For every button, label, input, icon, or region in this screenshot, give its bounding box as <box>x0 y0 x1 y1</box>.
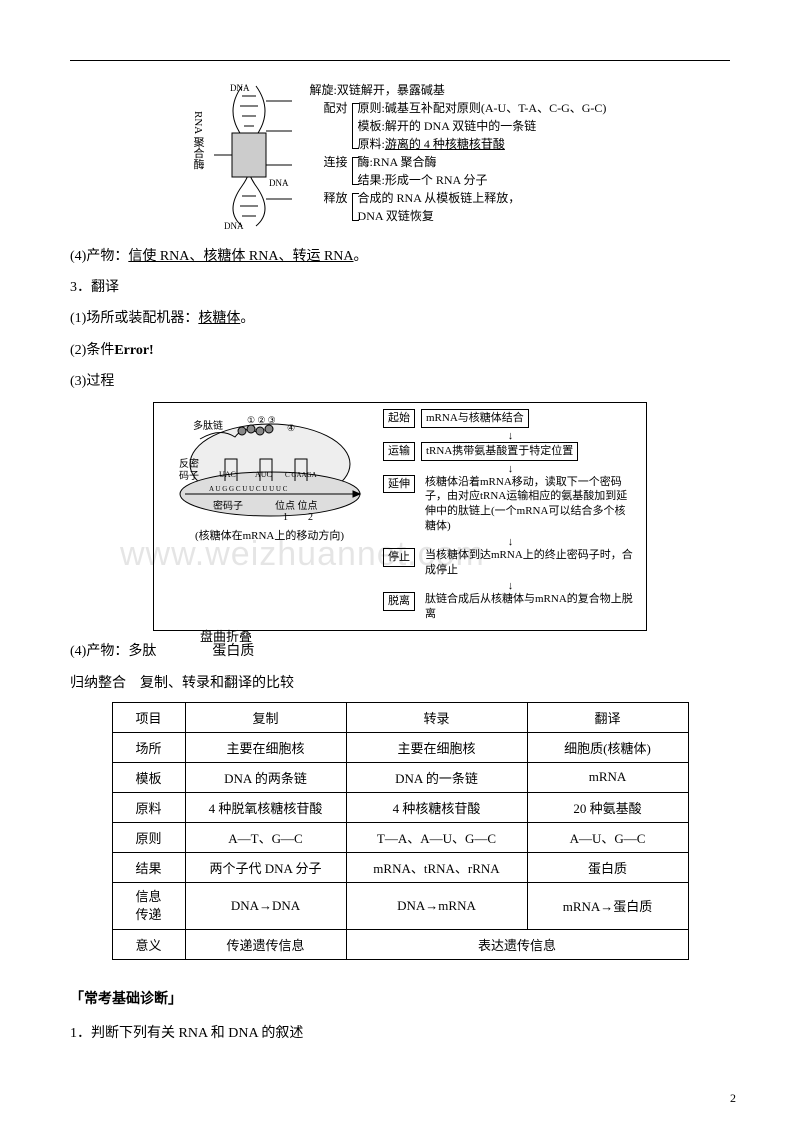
comparison-table: 项目 复制 转录 翻译 场所 主要在细胞核 主要在细胞核 细胞质(核糖体) 模板… <box>112 702 689 960</box>
translation-diagram: 多肽链 ① ② ③ ④ 反密 码子 UAC AUC C GAAGA A U G … <box>70 402 730 631</box>
arrow-down-icon: ↓ <box>383 537 638 548</box>
dna-row-pair: 配对 原则:碱基互补配对原则(A-U、T-A、C-G、G-C) 模板:解开的 D… <box>310 99 607 153</box>
arrow-down-icon: ↓ <box>383 581 638 592</box>
dna-label-bot: DNA <box>224 221 244 231</box>
table-row: 意义 传递遗传信息 表达遗传信息 <box>112 930 688 960</box>
dna-label-top: DNA <box>230 83 250 93</box>
anticodon-label: 反密 <box>179 457 199 470</box>
arrow-down-icon: ↓ <box>383 464 638 475</box>
seq-bottom: A U G G C U U C U U U C <box>209 485 288 493</box>
codon-label: 密码子 <box>213 499 243 512</box>
dna-illustration: RNA 聚合酶 DNA DNA <box>194 81 304 236</box>
table-row: 模板 DNA 的两条链 DNA 的一条链 mRNA <box>112 762 688 792</box>
body-text-2: 盘曲折叠 (4)产物：多肽 蛋白质 归纳整合 复制、转录和翻译的比较 <box>70 639 730 695</box>
table-row: 原料 4 种脱氧核糖核苷酸 4 种核糖核苷酸 20 种氨基酸 <box>112 792 688 822</box>
table-header: 复制 <box>185 702 346 732</box>
dna-row-release: 释放 合成的 RNA 从模板链上释放， DNA 双链恢复 <box>310 189 607 225</box>
table-header: 项目 <box>112 702 185 732</box>
ribosome-direction-note: (核糖体在mRNA上的移动方向) <box>195 529 344 544</box>
line: (3)过程 <box>70 369 730 394</box>
svg-text:1 2: 1 2 <box>283 512 313 523</box>
svg-text:C GAAGA: C GAAGA <box>285 471 317 479</box>
fold-label: 盘曲折叠 <box>200 625 252 648</box>
dna-row-link: 连接 酶:RNA 聚合酶 结果:形成一个 RNA 分子 <box>310 153 607 189</box>
table-header: 翻译 <box>527 702 688 732</box>
num-label-4: ④ <box>287 423 295 433</box>
table-row: 场所 主要在细胞核 主要在细胞核 细胞质(核糖体) <box>112 732 688 762</box>
ribosome-illustration: 多肽链 ① ② ③ ④ 反密 码子 UAC AUC C GAAGA A U G … <box>162 409 377 624</box>
line: (4)产物：信使 RNA、核糖体 RNA、转运 RNA。 <box>70 244 730 269</box>
num-labels: ① ② ③ <box>247 415 276 425</box>
svg-text:码子: 码子 <box>179 470 199 482</box>
dna-anno-text: 双链解开，暴露碱基 <box>337 81 445 99</box>
top-rule <box>70 60 730 61</box>
page: RNA 聚合酶 DNA DNA <box>0 0 800 1132</box>
dna-anno-text: 解旋: <box>310 81 337 99</box>
translation-steps: 起始 mRNA与核糖体结合 ↓ 运输 tRNA携带氨基酸置于特定位置 ↓ 延伸 … <box>377 409 638 624</box>
body-text: (4)产物：信使 RNA、核糖体 RNA、转运 RNA。 3．翻译 (1)场所或… <box>70 244 730 394</box>
dna-diagram: RNA 聚合酶 DNA DNA <box>70 81 730 236</box>
site-label: 位点 位点 <box>275 499 318 512</box>
line: 盘曲折叠 (4)产物：多肽 蛋白质 <box>70 639 730 664</box>
dna-row-unwind: 解旋: 双链解开，暴露碱基 <box>310 81 607 99</box>
dna-annotations: 解旋: 双链解开，暴露碱基 配对 原则:碱基互补配对原则(A-U、T-A、C-G… <box>304 81 607 225</box>
step-transport: 运输 tRNA携带氨基酸置于特定位置 <box>383 442 638 461</box>
table-row: 结果 两个子代 DNA 分子 mRNA、tRNA、rRNA 蛋白质 <box>112 852 688 882</box>
svg-text:AUC: AUC <box>255 470 272 479</box>
seq-uac: UAC <box>219 470 236 479</box>
underlined-text: 游离的 4 种核糖核苷酸 <box>385 137 505 151</box>
line: (2)条件Error! <box>70 338 730 363</box>
underlined-text: 信使 RNA、核糖体 RNA、转运 RNA <box>128 249 353 264</box>
step-elongate: 延伸 核糖体沿着mRNA移动，读取下一个密码子，由对应tRNA运输相应的氨基酸加… <box>383 475 638 534</box>
page-number: 2 <box>730 1091 736 1106</box>
dna-label-mid: DNA <box>269 178 289 188</box>
line: 3．翻译 <box>70 275 730 300</box>
step-release: 脱离 肽链合成后从核糖体与mRNA的复合物上脱离 <box>383 592 638 622</box>
table-row: 信息传递 DNA→DNA DNA→mRNA mRNA→蛋白质 <box>112 882 688 929</box>
line: (1)场所或装配机器：核糖体。 <box>70 306 730 331</box>
table-row: 原则 A—T、G—C T—A、A—U、G—C A—U、G—C <box>112 822 688 852</box>
table-header-row: 项目 复制 转录 翻译 <box>112 702 688 732</box>
section-heading: 常考基础诊断 <box>70 988 730 1008</box>
step-start: 起始 mRNA与核糖体结合 <box>383 409 638 428</box>
error-text: Error! <box>114 343 153 358</box>
underlined-text: 核糖体 <box>198 311 240 326</box>
table-header: 转录 <box>346 702 527 732</box>
step-stop: 停止 当核糖体到达mRNA上的终止密码子时，合成停止 <box>383 548 638 578</box>
question-line: 1．判断下列有关 RNA 和 DNA 的叙述 <box>70 1022 730 1042</box>
rna-polymerase-label: RNA 聚合酶 <box>190 111 207 169</box>
arrow-down-icon: ↓ <box>383 431 638 442</box>
polypeptide-label: 多肽链 <box>193 419 223 432</box>
line: 归纳整合 复制、转录和翻译的比较 <box>70 671 730 696</box>
